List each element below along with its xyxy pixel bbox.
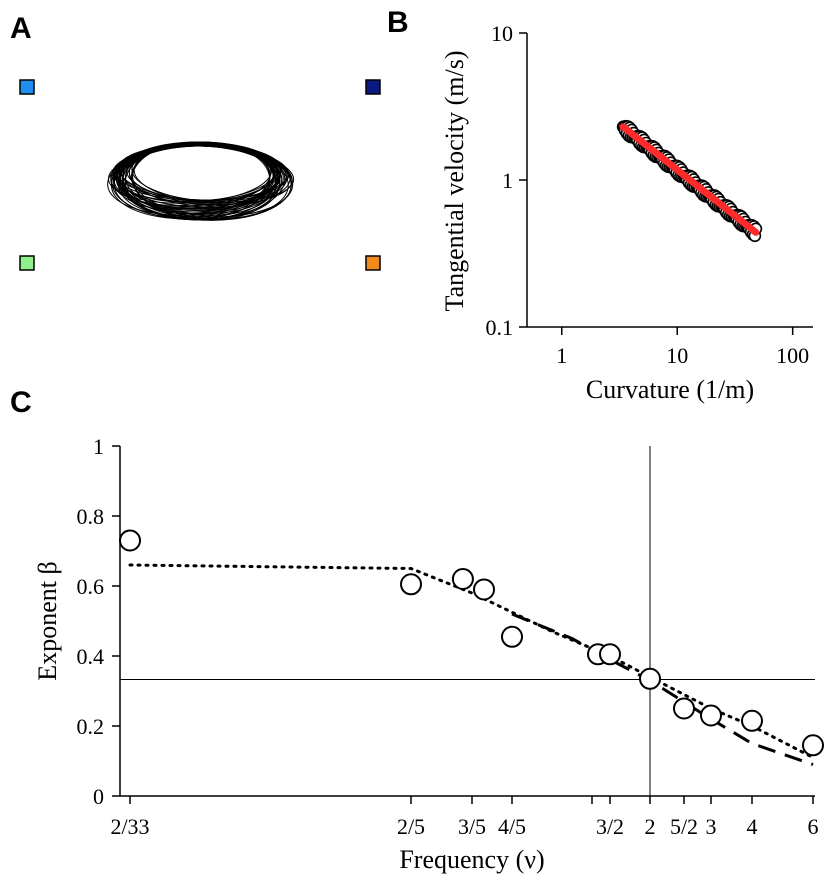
c-y-tick-label: 0.6 [77,574,105,599]
c-x-tick-label: 2/5 [397,814,425,839]
c-data-point [599,643,621,666]
trace-loop [122,141,289,220]
c-y-tick-label: 0.2 [77,714,105,739]
c-xlabel: Frequency (ν) [399,845,544,874]
marker-top-left [19,79,35,95]
panel-a [19,79,381,271]
marker-top-right [365,79,381,95]
panel-label-a: A [10,12,32,45]
panel-c-chart: 0 0.2 0.4 0.6 0.8 1 2/33 2/5 3/5 4/5 3/2 2 5/2 3 4 6 Fr… [33,434,824,874]
c-data-point [639,667,661,690]
c-x-tick-label: 4/5 [498,814,526,839]
trace-loop [107,142,282,216]
c-x-tick-label: 5/2 [670,814,698,839]
c-data-point [673,697,695,720]
marker-bottom-left [19,255,35,271]
c-data-point [451,568,474,590]
panel-label-b: B [387,6,409,39]
b-xlabel: Curvature (1/m) [586,375,754,404]
c-data-point [473,578,495,601]
c-dashed-fit [511,612,814,766]
c-data-point [501,625,523,648]
c-dotted-fit [128,563,815,759]
b-fit-line [619,123,760,236]
c-data-point [741,709,763,732]
c-y-tick-label: 0.8 [77,504,105,529]
b-ylabel: Tangential velocity (m/s) [440,51,469,312]
b-y-tick-label: 10 [491,21,513,46]
c-x-tick-label: 3/2 [596,814,624,839]
c-x-tick-label: 4 [747,814,758,839]
c-x-tick-label: 6 [808,814,819,839]
b-y-tick-label: 0.1 [486,315,514,340]
c-x-tick-label: 3/5 [458,814,486,839]
b-x-tick-label: 1 [556,343,567,368]
b-x-tick-label: 10 [666,343,688,368]
panel-label-c: C [10,386,32,419]
c-y-tick-label: 1 [93,434,104,459]
panel-b-chart: 1 10 100 0.1 1 10 Curvature (1/m) Tangential … [440,21,813,404]
b-x-tick-label: 100 [776,343,809,368]
c-ylabel: Exponent β [33,561,62,680]
b-y-tick-label: 1 [502,168,513,193]
c-x-tick-label: 2/33 [110,814,149,839]
c-x-tick-label: 2 [645,814,656,839]
c-y-tick-label: 0 [93,784,104,809]
trace-loop [112,145,289,201]
marker-bottom-right [365,255,381,271]
c-data-point [119,529,141,552]
movement-trace [107,141,295,221]
c-y-tick-label: 0.4 [77,644,105,669]
c-x-tick-label: 3 [706,814,717,839]
c-data-point [400,573,422,596]
c-data-point [700,704,722,727]
trace-loop [121,143,275,209]
c-data-point [802,734,824,757]
